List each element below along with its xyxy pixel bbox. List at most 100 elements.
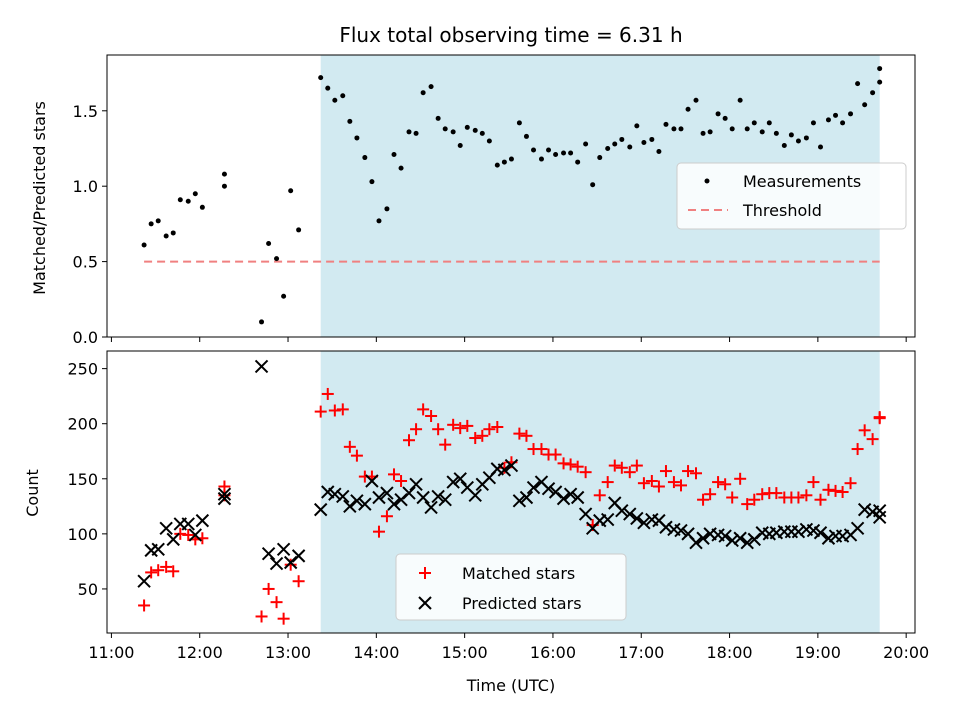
bottom-y-axis-label: Count <box>23 469 42 517</box>
predicted-star-point <box>504 458 519 473</box>
measurement-point <box>818 144 824 150</box>
measurement-point <box>354 135 360 141</box>
y-tick-label: 150 <box>67 470 98 489</box>
measurement-point <box>766 120 772 126</box>
measurement-point <box>840 120 846 126</box>
matched-star-point <box>858 424 871 437</box>
measurement-point <box>177 197 183 203</box>
measurement-point <box>583 141 589 147</box>
x-tick-label: 16:00 <box>530 643 576 662</box>
measurement-point <box>332 97 338 103</box>
measurement-point <box>707 129 713 135</box>
measurement-point <box>715 111 721 117</box>
top-panel: 0.0 0.5 1.0 1.5 Matched/Predicted stars Mea… <box>30 54 916 347</box>
predicted-star-point <box>291 549 306 563</box>
predicted-star-point <box>512 494 527 508</box>
matched-star-point <box>513 427 526 440</box>
matched-star-point <box>182 528 195 541</box>
measurement-point <box>781 142 787 148</box>
matched-star-point <box>447 418 460 431</box>
matched-star-point <box>593 489 606 502</box>
matched-star-point <box>800 489 813 502</box>
predicted-star-point <box>254 359 269 374</box>
predicted-star-point <box>615 504 629 518</box>
predicted-star-point <box>556 491 571 506</box>
measurement-point <box>671 126 677 132</box>
y-tick-label: 250 <box>67 360 98 379</box>
measurement-point <box>825 117 831 123</box>
predicted-star-point <box>519 490 534 505</box>
predicted-star-point <box>872 510 887 525</box>
matched-star-point <box>674 479 687 492</box>
matched-star-point <box>645 474 658 487</box>
legend-predicted-label: Predicted stars <box>462 594 582 613</box>
predicted-star-point <box>380 486 394 500</box>
measurement-point <box>170 230 176 236</box>
predicted-star-point <box>151 542 165 556</box>
matched-star-point <box>255 610 268 623</box>
matched-star-point <box>292 575 305 588</box>
predicted-star-point <box>261 546 276 561</box>
predicted-star-point <box>343 499 357 514</box>
predicted-star-point <box>630 511 644 526</box>
measurement-point <box>185 198 191 204</box>
measurements-series <box>141 66 883 325</box>
measurement-point <box>855 81 861 87</box>
matched-star-point <box>822 483 835 496</box>
measurement-point <box>627 144 633 150</box>
matched-star-point <box>564 458 577 471</box>
predicted-star-point <box>725 533 739 548</box>
legend-measurements-marker <box>704 178 710 184</box>
bottom-legend-box <box>395 553 627 621</box>
measurement-point <box>442 126 448 132</box>
predicted-star-point <box>453 472 467 486</box>
predicted-star-point <box>424 500 438 515</box>
y-tick-label: 0.0 <box>73 328 98 347</box>
predicted-star-point <box>431 489 445 504</box>
measurement-point <box>605 145 611 151</box>
measurement-point <box>141 242 147 248</box>
measurement-point <box>795 138 801 144</box>
bottom-legend: Matched stars Predicted stars <box>395 553 627 621</box>
matched-star-point <box>160 560 173 573</box>
matched-star-point <box>152 564 165 577</box>
predicted-star-point <box>733 531 747 545</box>
predicted-star-point <box>526 480 541 495</box>
measurement-point <box>612 141 618 147</box>
measurement-point <box>376 218 382 224</box>
predicted-star-point <box>416 490 430 505</box>
measurement-point <box>325 85 331 91</box>
measurement-point <box>296 227 302 233</box>
measurement-point <box>546 147 552 153</box>
predicted-star-point <box>497 463 512 477</box>
measurement-point <box>384 206 390 212</box>
y-tick-label: 50 <box>78 580 98 599</box>
matched-star-point <box>380 510 393 523</box>
measurement-point <box>266 241 272 247</box>
matched-star-point <box>741 498 754 511</box>
matched-star-point <box>454 422 467 435</box>
x-axis-label: Time (UTC) <box>466 676 555 695</box>
measurement-point <box>428 84 434 90</box>
predicted-star-point <box>358 497 372 511</box>
measurement-point <box>877 79 883 85</box>
predicted-star-point <box>181 517 195 531</box>
matched-star-point <box>667 476 680 489</box>
measurement-point <box>516 120 522 126</box>
measurement-point <box>597 155 603 161</box>
matched-star-point <box>476 429 489 442</box>
bottom-panel: 50 100 150 200 250 11:00 12:00 13:00 14:00 15:00… <box>23 350 929 695</box>
top-x-ticks <box>110 337 907 342</box>
measurement-point <box>406 129 412 135</box>
measurement-point <box>435 115 441 121</box>
matched-star-point <box>417 403 430 416</box>
measurement-point <box>523 133 529 139</box>
top-axes-frame <box>106 54 916 338</box>
matched-star-point <box>336 403 349 416</box>
matched-star-point <box>615 461 628 474</box>
predicted-star-point <box>313 502 328 517</box>
matched-star-point <box>814 493 827 506</box>
predicted-star-point <box>446 475 460 489</box>
measurement-point <box>391 152 397 158</box>
top-y-axis-label: Matched/Predicted stars <box>30 101 49 295</box>
